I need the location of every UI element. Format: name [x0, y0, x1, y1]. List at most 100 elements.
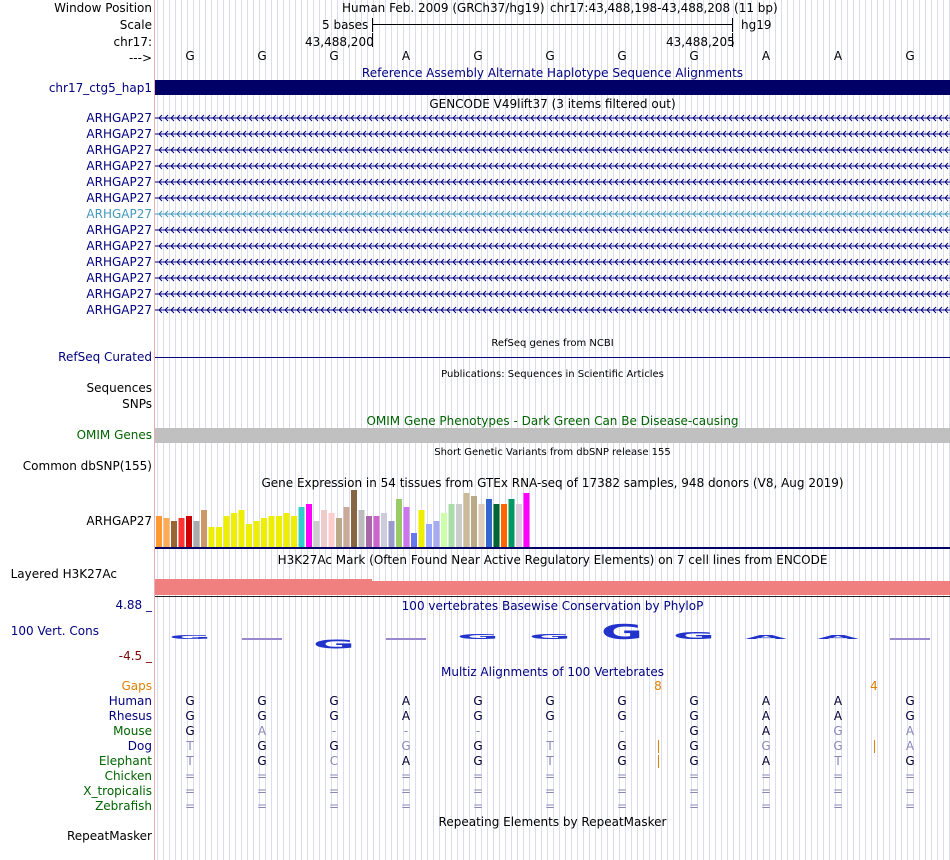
- gencode-transcript-line[interactable]: [155, 206, 950, 222]
- repeatmasker-track-label[interactable]: RepeatMasker: [66, 829, 152, 843]
- species-label[interactable]: X_tropicalis: [83, 784, 152, 798]
- gtex-tissue-bar[interactable]: [246, 524, 252, 547]
- gtex-tissue-bar[interactable]: [448, 504, 455, 547]
- gencode-gene-label[interactable]: ARHGAP27: [86, 239, 152, 253]
- gencode-transcript-line[interactable]: [155, 302, 950, 318]
- species-label[interactable]: Dog: [127, 739, 152, 753]
- gencode-gene-label[interactable]: ARHGAP27: [86, 303, 152, 317]
- species-label[interactable]: Chicken: [104, 769, 152, 783]
- gtex-tissue-bar[interactable]: [208, 527, 215, 547]
- gtex-tissue-bar[interactable]: [163, 518, 170, 547]
- gtex-tissue-bar[interactable]: [223, 516, 230, 547]
- gtex-tissue-bar[interactable]: [156, 516, 162, 547]
- gtex-tissue-bar[interactable]: [201, 510, 207, 547]
- gtex-tissue-bar[interactable]: [328, 513, 335, 547]
- gencode-gene-label[interactable]: ARHGAP27: [86, 175, 152, 189]
- gtex-tissue-bar[interactable]: [388, 521, 395, 547]
- gtex-bar-chart[interactable]: [155, 490, 950, 550]
- gencode-gene-label[interactable]: ARHGAP27: [86, 255, 152, 269]
- species-label[interactable]: Rhesus: [108, 709, 152, 723]
- gtex-tissue-bar[interactable]: [298, 507, 305, 547]
- gencode-transcript-line[interactable]: [155, 190, 950, 206]
- gtex-tissue-bar[interactable]: [261, 518, 267, 547]
- gtex-tissue-bar[interactable]: [306, 504, 312, 547]
- gtex-tissue-bar[interactable]: [523, 493, 530, 547]
- gtex-tissue-bar[interactable]: [336, 518, 342, 547]
- gencode-gene-label[interactable]: ARHGAP27: [86, 159, 152, 173]
- browser-image[interactable]: Human Feb. 2009 (GRCh37/hg19) chr17:43,4…: [155, 0, 950, 860]
- gencode-gene-label[interactable]: ARHGAP27: [86, 127, 152, 141]
- gencode-gene-label[interactable]: ARHGAP27: [86, 111, 152, 125]
- sequences-track-label[interactable]: Sequences: [86, 381, 152, 395]
- gencode-transcript-line[interactable]: [155, 254, 950, 270]
- gtex-tissue-bar[interactable]: [291, 516, 297, 547]
- gtex-tissue-bar[interactable]: [508, 499, 515, 547]
- gtex-tissue-bar[interactable]: [381, 513, 387, 547]
- gencode-transcript-line[interactable]: [155, 174, 950, 190]
- gtex-tissue-bar[interactable]: [238, 510, 245, 547]
- gtex-tissue-bar[interactable]: [486, 499, 492, 547]
- gtex-tissue-bar[interactable]: [178, 518, 185, 547]
- gtex-tissue-bar[interactable]: [313, 521, 320, 547]
- species-label[interactable]: Zebrafish: [95, 799, 152, 813]
- hap-track-label[interactable]: chr17_ctg5_hap1: [48, 81, 152, 95]
- gtex-tissue-bar[interactable]: [186, 516, 192, 547]
- gtex-tissue-bar[interactable]: [403, 507, 410, 547]
- gtex-tissue-bar[interactable]: [253, 521, 260, 547]
- gtex-tissue-bar[interactable]: [171, 521, 177, 547]
- dbsnp-track-label[interactable]: Common dbSNP(155): [22, 459, 152, 473]
- gtex-tissue-bar[interactable]: [283, 513, 290, 547]
- gtex-tissue-bar[interactable]: [268, 516, 275, 547]
- gencode-gene-label[interactable]: ARHGAP27: [86, 143, 152, 157]
- gtex-tissue-bar[interactable]: [411, 533, 417, 547]
- species-label[interactable]: Elephant: [98, 754, 152, 768]
- gtex-tissue-bar[interactable]: [276, 516, 282, 547]
- gtex-tissue-bar[interactable]: [193, 521, 200, 547]
- gencode-gene-label[interactable]: ARHGAP27: [86, 271, 152, 285]
- omim-gene-bar[interactable]: [155, 428, 950, 443]
- gtex-tissue-bar[interactable]: [418, 510, 425, 547]
- gencode-transcript-line[interactable]: [155, 238, 950, 254]
- strand-arrow-label[interactable]: --->: [128, 51, 152, 65]
- snps-track-label[interactable]: SNPs: [122, 397, 152, 411]
- gtex-tissue-bar[interactable]: [471, 496, 477, 547]
- gtex-tissue-bar[interactable]: [441, 513, 447, 547]
- refseq-gene-line[interactable]: [155, 357, 950, 358]
- gtex-tissue-bar[interactable]: [433, 521, 440, 547]
- gencode-transcript-line[interactable]: [155, 142, 950, 158]
- gtex-gene-label[interactable]: ARHGAP27: [86, 514, 152, 528]
- h3k27-track-label[interactable]: Layered H3K27Ac: [10, 567, 117, 581]
- gtex-tissue-bar[interactable]: [343, 507, 350, 547]
- gtex-tissue-bar[interactable]: [456, 504, 462, 547]
- omim-track-label[interactable]: OMIM Genes: [76, 428, 152, 442]
- gencode-gene-label[interactable]: ARHGAP27: [86, 223, 152, 237]
- gencode-gene-label[interactable]: ARHGAP27: [86, 207, 152, 221]
- gtex-tissue-bar[interactable]: [351, 490, 357, 547]
- gencode-gene-label[interactable]: ARHGAP27: [86, 191, 152, 205]
- gtex-tissue-bar[interactable]: [321, 510, 327, 547]
- gtex-tissue-bar[interactable]: [501, 504, 507, 547]
- h3k27-signal[interactable]: [155, 581, 950, 595]
- gencode-transcript-line[interactable]: [155, 270, 950, 286]
- gtex-tissue-bar[interactable]: [396, 499, 402, 547]
- gtex-tissue-bar[interactable]: [493, 504, 500, 547]
- gencode-transcript-line[interactable]: [155, 110, 950, 126]
- gencode-transcript-line[interactable]: [155, 158, 950, 174]
- alt-haplotype-bar[interactable]: [155, 80, 950, 95]
- gtex-tissue-bar[interactable]: [516, 504, 522, 547]
- gtex-tissue-bar[interactable]: [463, 493, 470, 547]
- gtex-tissue-bar[interactable]: [231, 513, 237, 547]
- gencode-transcript-line[interactable]: [155, 222, 950, 238]
- gtex-tissue-bar[interactable]: [216, 527, 222, 547]
- gtex-tissue-bar[interactable]: [358, 510, 365, 547]
- cons-track-label[interactable]: 100 Vert. Cons: [10, 624, 99, 638]
- species-label[interactable]: Human: [108, 694, 152, 708]
- gtex-tissue-bar[interactable]: [366, 516, 372, 547]
- gencode-transcript-line[interactable]: [155, 286, 950, 302]
- species-label[interactable]: Mouse: [113, 724, 152, 738]
- refseq-track-label[interactable]: RefSeq Curated: [58, 350, 152, 364]
- gtex-tissue-bar[interactable]: [426, 524, 432, 547]
- gencode-transcript-line[interactable]: [155, 126, 950, 142]
- gencode-gene-label[interactable]: ARHGAP27: [86, 287, 152, 301]
